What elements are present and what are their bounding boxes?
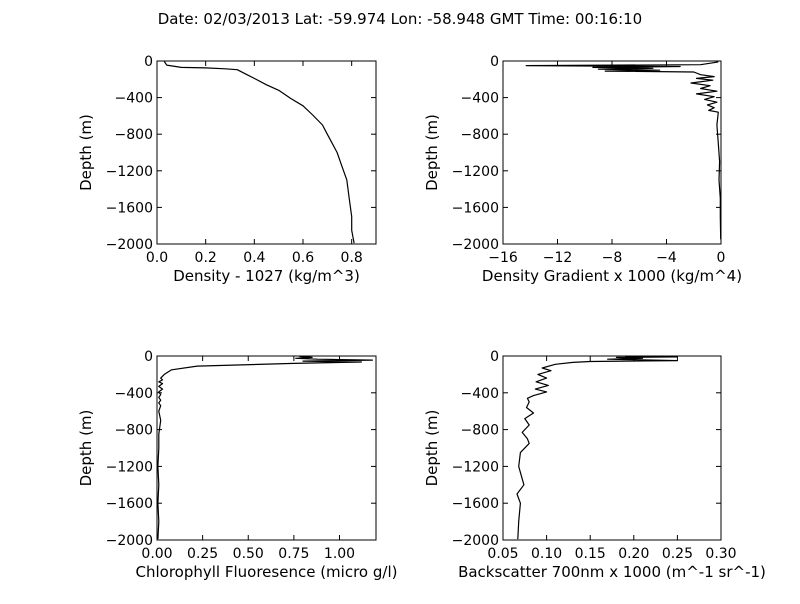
plot-frame — [502, 60, 722, 245]
x-tick-label: 0 — [717, 250, 726, 266]
y-tick-label: 0 — [490, 349, 499, 365]
y-tick-label: −800 — [115, 127, 153, 143]
x-axis-label: Backscatter 700nm x 1000 (m^-1 sr^-1) — [458, 563, 766, 581]
x-tick-label: 0.20 — [618, 546, 649, 562]
series-line-4-1 — [516, 355, 679, 540]
chart-panel-1: 0.0 0.2 0.4 0.6 0.8 0 −400 −800 −1200 −1600 −2000 D… — [77, 54, 377, 285]
x-tick-label: 0.05 — [487, 546, 518, 562]
y-tick-label: −400 — [461, 91, 499, 107]
y-tick-label: −800 — [115, 423, 153, 439]
y-tick-label: −1200 — [452, 164, 499, 180]
y-axis-label: Depth (m) — [423, 410, 441, 487]
x-tick-label: −16 — [488, 250, 518, 266]
y-tick-label: −400 — [115, 386, 153, 402]
y-tick-label: −1600 — [106, 200, 153, 216]
y-tick-label: −400 — [115, 91, 153, 107]
plot-frame — [156, 60, 377, 245]
chart-panel-4: 0.05 0.10 0.15 0.20 0.25 0.30 0 −400 −800 −1200 −1… — [423, 349, 766, 581]
y-tick-label: 0 — [144, 54, 153, 70]
x-tick-label: 0.50 — [233, 546, 264, 562]
x-tick-label: 0.25 — [662, 546, 693, 562]
x-axis-label: Density Gradient x 1000 (kg/m^4) — [482, 267, 742, 285]
y-tick-label: −1200 — [106, 459, 153, 475]
y-tick-label: −2000 — [106, 237, 153, 253]
y-tick-label: −1600 — [452, 496, 499, 512]
y-tick-label: 0 — [490, 54, 499, 70]
x-tick-label: 0.75 — [278, 546, 309, 562]
figure-title: Date: 02/03/2013 Lat: -59.974 Lon: -58.9… — [158, 10, 642, 28]
series-line-1-1 — [163, 61, 355, 244]
chart-panel-3: 0.00 0.25 0.50 0.75 1.00 0 −400 −800 −1200 −1600 −… — [77, 349, 397, 581]
y-tick-label: −800 — [461, 127, 499, 143]
y-axis-label: Depth (m) — [77, 114, 95, 191]
y-tick-label: −400 — [461, 386, 499, 402]
y-tick-label: −1200 — [106, 164, 153, 180]
x-tick-label: −12 — [543, 250, 573, 266]
x-tick-label: 1.00 — [324, 546, 355, 562]
y-tick-label: 0 — [144, 349, 153, 365]
x-tick-label: 0.0 — [146, 250, 168, 266]
x-tick-label: 0.10 — [531, 546, 562, 562]
x-axis-label: Density - 1027 (kg/m^3) — [173, 267, 360, 285]
plot-frame — [502, 355, 722, 541]
series-line-3-1 — [157, 355, 373, 540]
y-tick-label: −2000 — [452, 237, 499, 253]
x-tick-label: 0.4 — [243, 250, 265, 266]
y-axis-label: Depth (m) — [77, 410, 95, 487]
y-tick-label: −2000 — [106, 533, 153, 549]
x-tick-label: −8 — [602, 250, 623, 266]
x-tick-label: 0.8 — [341, 250, 363, 266]
plot-frame — [156, 355, 377, 541]
chart-panel-2: −16 −12 −8 −4 00−400−800−1200−1600−2000Densi… — [423, 54, 742, 285]
y-tick-label: −800 — [461, 423, 499, 439]
y-tick-label: −1600 — [106, 496, 153, 512]
x-tick-label: 0.25 — [187, 546, 218, 562]
y-tick-label: −2000 — [452, 533, 499, 549]
x-tick-label: 0.15 — [575, 546, 606, 562]
x-tick-label: −4 — [656, 250, 677, 266]
series-line-2-1 — [525, 61, 722, 240]
y-axis-label: Depth (m) — [423, 114, 441, 191]
x-tick-label: 0.30 — [705, 546, 736, 562]
y-tick-label: −1600 — [452, 200, 499, 216]
x-tick-label: 0.6 — [292, 250, 314, 266]
y-tick-label: −1200 — [452, 459, 499, 475]
x-tick-label: 0.00 — [141, 546, 172, 562]
x-tick-label: 0.2 — [195, 250, 217, 266]
x-axis-label: Chlorophyll Fluoresence (micro g/l) — [136, 563, 398, 581]
